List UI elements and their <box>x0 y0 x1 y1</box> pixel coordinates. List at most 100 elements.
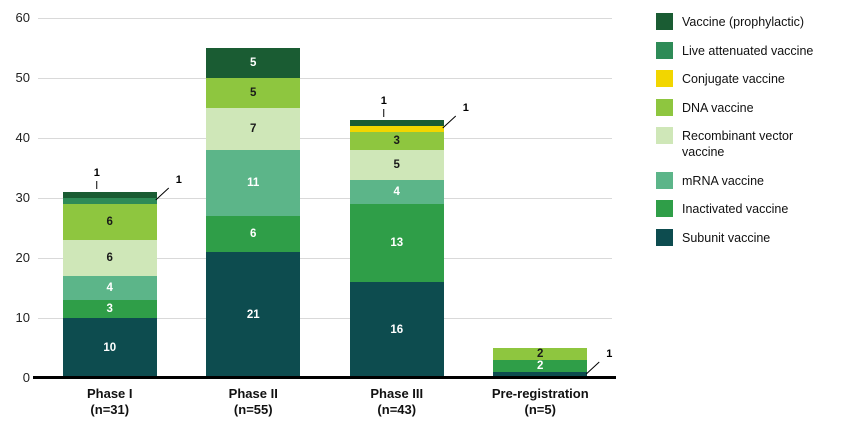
legend-item: mRNA vaccine <box>656 171 830 189</box>
category-label: Phase I (n=31) <box>45 386 175 418</box>
category-name: Pre-registration <box>491 386 589 401</box>
gridline <box>38 138 612 139</box>
bar-segment: 2 <box>493 360 588 372</box>
bar-segment: 4 <box>62 276 157 300</box>
bar-segment: 2 <box>493 348 588 360</box>
bar-segment: 5 <box>206 48 301 78</box>
bar-value-label: 7 <box>250 123 257 135</box>
bar-value-label: 4 <box>393 186 400 198</box>
gridline <box>38 198 612 199</box>
legend-swatch <box>656 127 673 144</box>
bar-segment: 16 <box>349 282 444 378</box>
gridline <box>38 318 612 319</box>
legend-swatch <box>656 13 673 30</box>
callout-value-label: 1 <box>606 348 613 360</box>
legend-label: mRNA vaccine <box>682 173 764 188</box>
category-label: Phase III (n=43) <box>332 386 462 418</box>
legend-swatch <box>656 41 673 59</box>
bar-value-label: 2 <box>537 348 544 360</box>
bar-value-label: 2 <box>537 360 544 372</box>
bar-value-label: 6 <box>106 216 113 228</box>
bar-segment <box>493 372 588 378</box>
bar-segment <box>62 198 157 204</box>
bar-segment <box>62 192 157 198</box>
legend-label: DNA vaccine <box>682 100 754 115</box>
bar-value-label: 5 <box>250 87 257 99</box>
legend-label: Subunit vaccine <box>682 230 771 245</box>
bar-segment: 11 <box>206 150 301 216</box>
bar-value-label: 4 <box>106 282 113 294</box>
legend-item: Vaccine (prophylactic) <box>656 13 830 30</box>
legend-swatch <box>656 200 673 217</box>
bar-value-label: 6 <box>106 252 113 264</box>
bar-segment <box>349 120 444 126</box>
y-tick-label: 20 <box>15 250 30 265</box>
gridline <box>38 258 612 259</box>
category-name: Phase III <box>370 386 424 401</box>
bar-value-label: 13 <box>390 237 404 249</box>
legend-label: Inactivated vaccine <box>682 202 789 216</box>
bar-segment: 5 <box>349 150 444 180</box>
bar-segment: 4 <box>349 180 444 204</box>
callout-line <box>442 115 457 129</box>
category-count: (n=31) <box>90 402 130 417</box>
y-tick-label: 10 <box>15 310 30 325</box>
legend-label: Live attenuated vaccine <box>682 43 814 58</box>
callout-value-label: 1 <box>462 102 469 114</box>
x-axis-line <box>33 376 616 379</box>
legend-item: Inactivated vaccine <box>656 200 830 217</box>
legend-item: Recombinant vector vaccine <box>656 127 830 160</box>
legend-swatch <box>656 98 673 116</box>
bar-value-label: 21 <box>246 309 260 321</box>
category-name: Phase I <box>86 386 133 401</box>
gridline <box>38 18 612 19</box>
legend-item: DNA vaccine <box>656 98 830 116</box>
bar-value-label: 5 <box>250 57 257 69</box>
callout-value-label: 1 <box>380 95 387 107</box>
y-tick-label: 50 <box>15 70 30 85</box>
bar-value-label: 3 <box>106 303 113 315</box>
bar-segment: 6 <box>206 216 301 252</box>
bar-segment <box>349 126 444 132</box>
bar-segment: 13 <box>349 204 444 282</box>
bar-segment: 6 <box>62 240 157 276</box>
legend-item: Subunit vaccine <box>656 228 830 246</box>
bar-value-label: 5 <box>393 159 400 171</box>
category-count: (n=5) <box>524 402 556 417</box>
category-label: Pre-registration (n=5) <box>475 386 605 418</box>
legend-label: Conjugate vaccine <box>682 72 785 86</box>
bar-segment: 3 <box>62 300 157 318</box>
bar-segment: 5 <box>206 78 301 108</box>
y-tick-label: 60 <box>15 10 30 25</box>
legend: Vaccine (prophylactic) Live attenuated va… <box>656 13 830 246</box>
legend-label: Vaccine (prophylactic) <box>682 15 805 29</box>
gridline <box>38 78 612 79</box>
legend-swatch <box>656 228 673 246</box>
bar-segment: 7 <box>206 108 301 150</box>
legend-item: Live attenuated vaccine <box>656 41 830 59</box>
callout-value-label: 1 <box>175 174 182 186</box>
category-label: Phase II (n=55) <box>188 386 318 418</box>
category-count: (n=55) <box>233 402 273 417</box>
legend-swatch <box>656 70 673 87</box>
bar-value-label: 6 <box>250 228 257 240</box>
y-tick-label: 30 <box>15 190 30 205</box>
y-tick-label: 40 <box>15 130 30 145</box>
legend-swatch <box>656 171 673 189</box>
callout-value-label: 1 <box>93 167 100 179</box>
legend-item: Conjugate vaccine <box>656 70 830 87</box>
bar-value-label: 3 <box>393 135 400 147</box>
plot-area: 10 3 4 6 6 21 6 11 7 5 5 16 13 4 5 3 2 2 1 1 1 1 1 <box>38 18 612 378</box>
bar-value-label: 10 <box>103 342 117 354</box>
bar-segment: 6 <box>62 204 157 240</box>
bar-segment: 21 <box>206 252 301 378</box>
bar-segment: 10 <box>62 318 157 378</box>
category-name: Phase II <box>228 386 278 401</box>
callout-line <box>585 361 600 375</box>
bar-value-label: 16 <box>390 324 404 336</box>
bar-segment: 3 <box>349 132 444 150</box>
y-tick-label: 0 <box>22 370 30 385</box>
bar-value-label: 11 <box>247 177 260 189</box>
legend-label: Recombinant vector vaccine <box>682 129 794 159</box>
